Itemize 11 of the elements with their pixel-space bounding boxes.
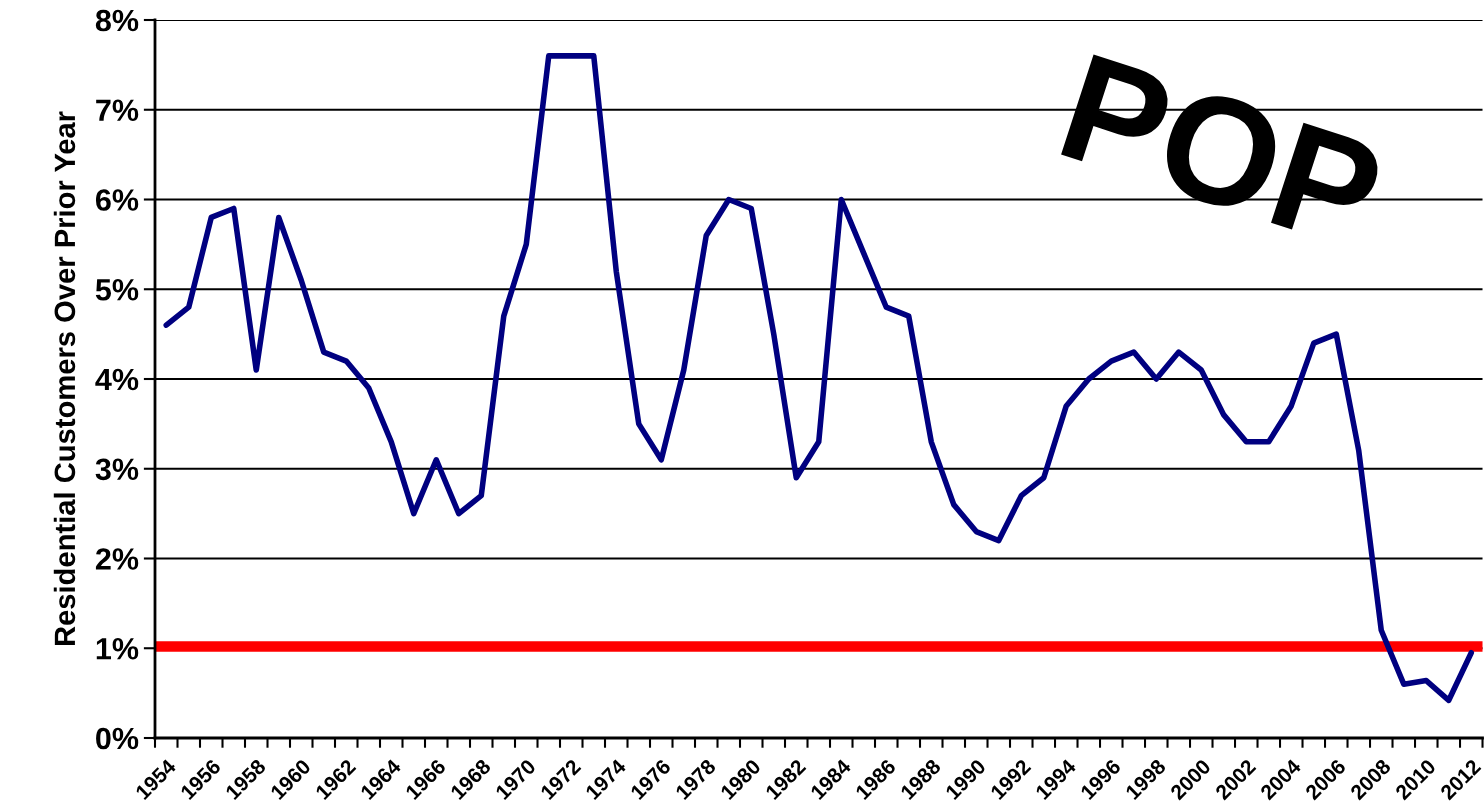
y-axis-title: Residential Customers Over Prior Year xyxy=(53,111,76,646)
y-tick-label: 4% xyxy=(95,368,139,391)
y-tick-label: 8% xyxy=(95,9,139,32)
y-tick-label: 6% xyxy=(95,189,139,211)
y-tick-label: 2% xyxy=(95,548,139,570)
y-tick-label: 5% xyxy=(95,279,139,301)
annotation: POP xyxy=(1060,53,1387,251)
y-tick-label: 0% xyxy=(96,727,139,750)
y-tick-label: 7% xyxy=(96,99,139,122)
y-tick-label: 3% xyxy=(95,458,139,481)
y-tick-label: 1% xyxy=(96,638,139,660)
